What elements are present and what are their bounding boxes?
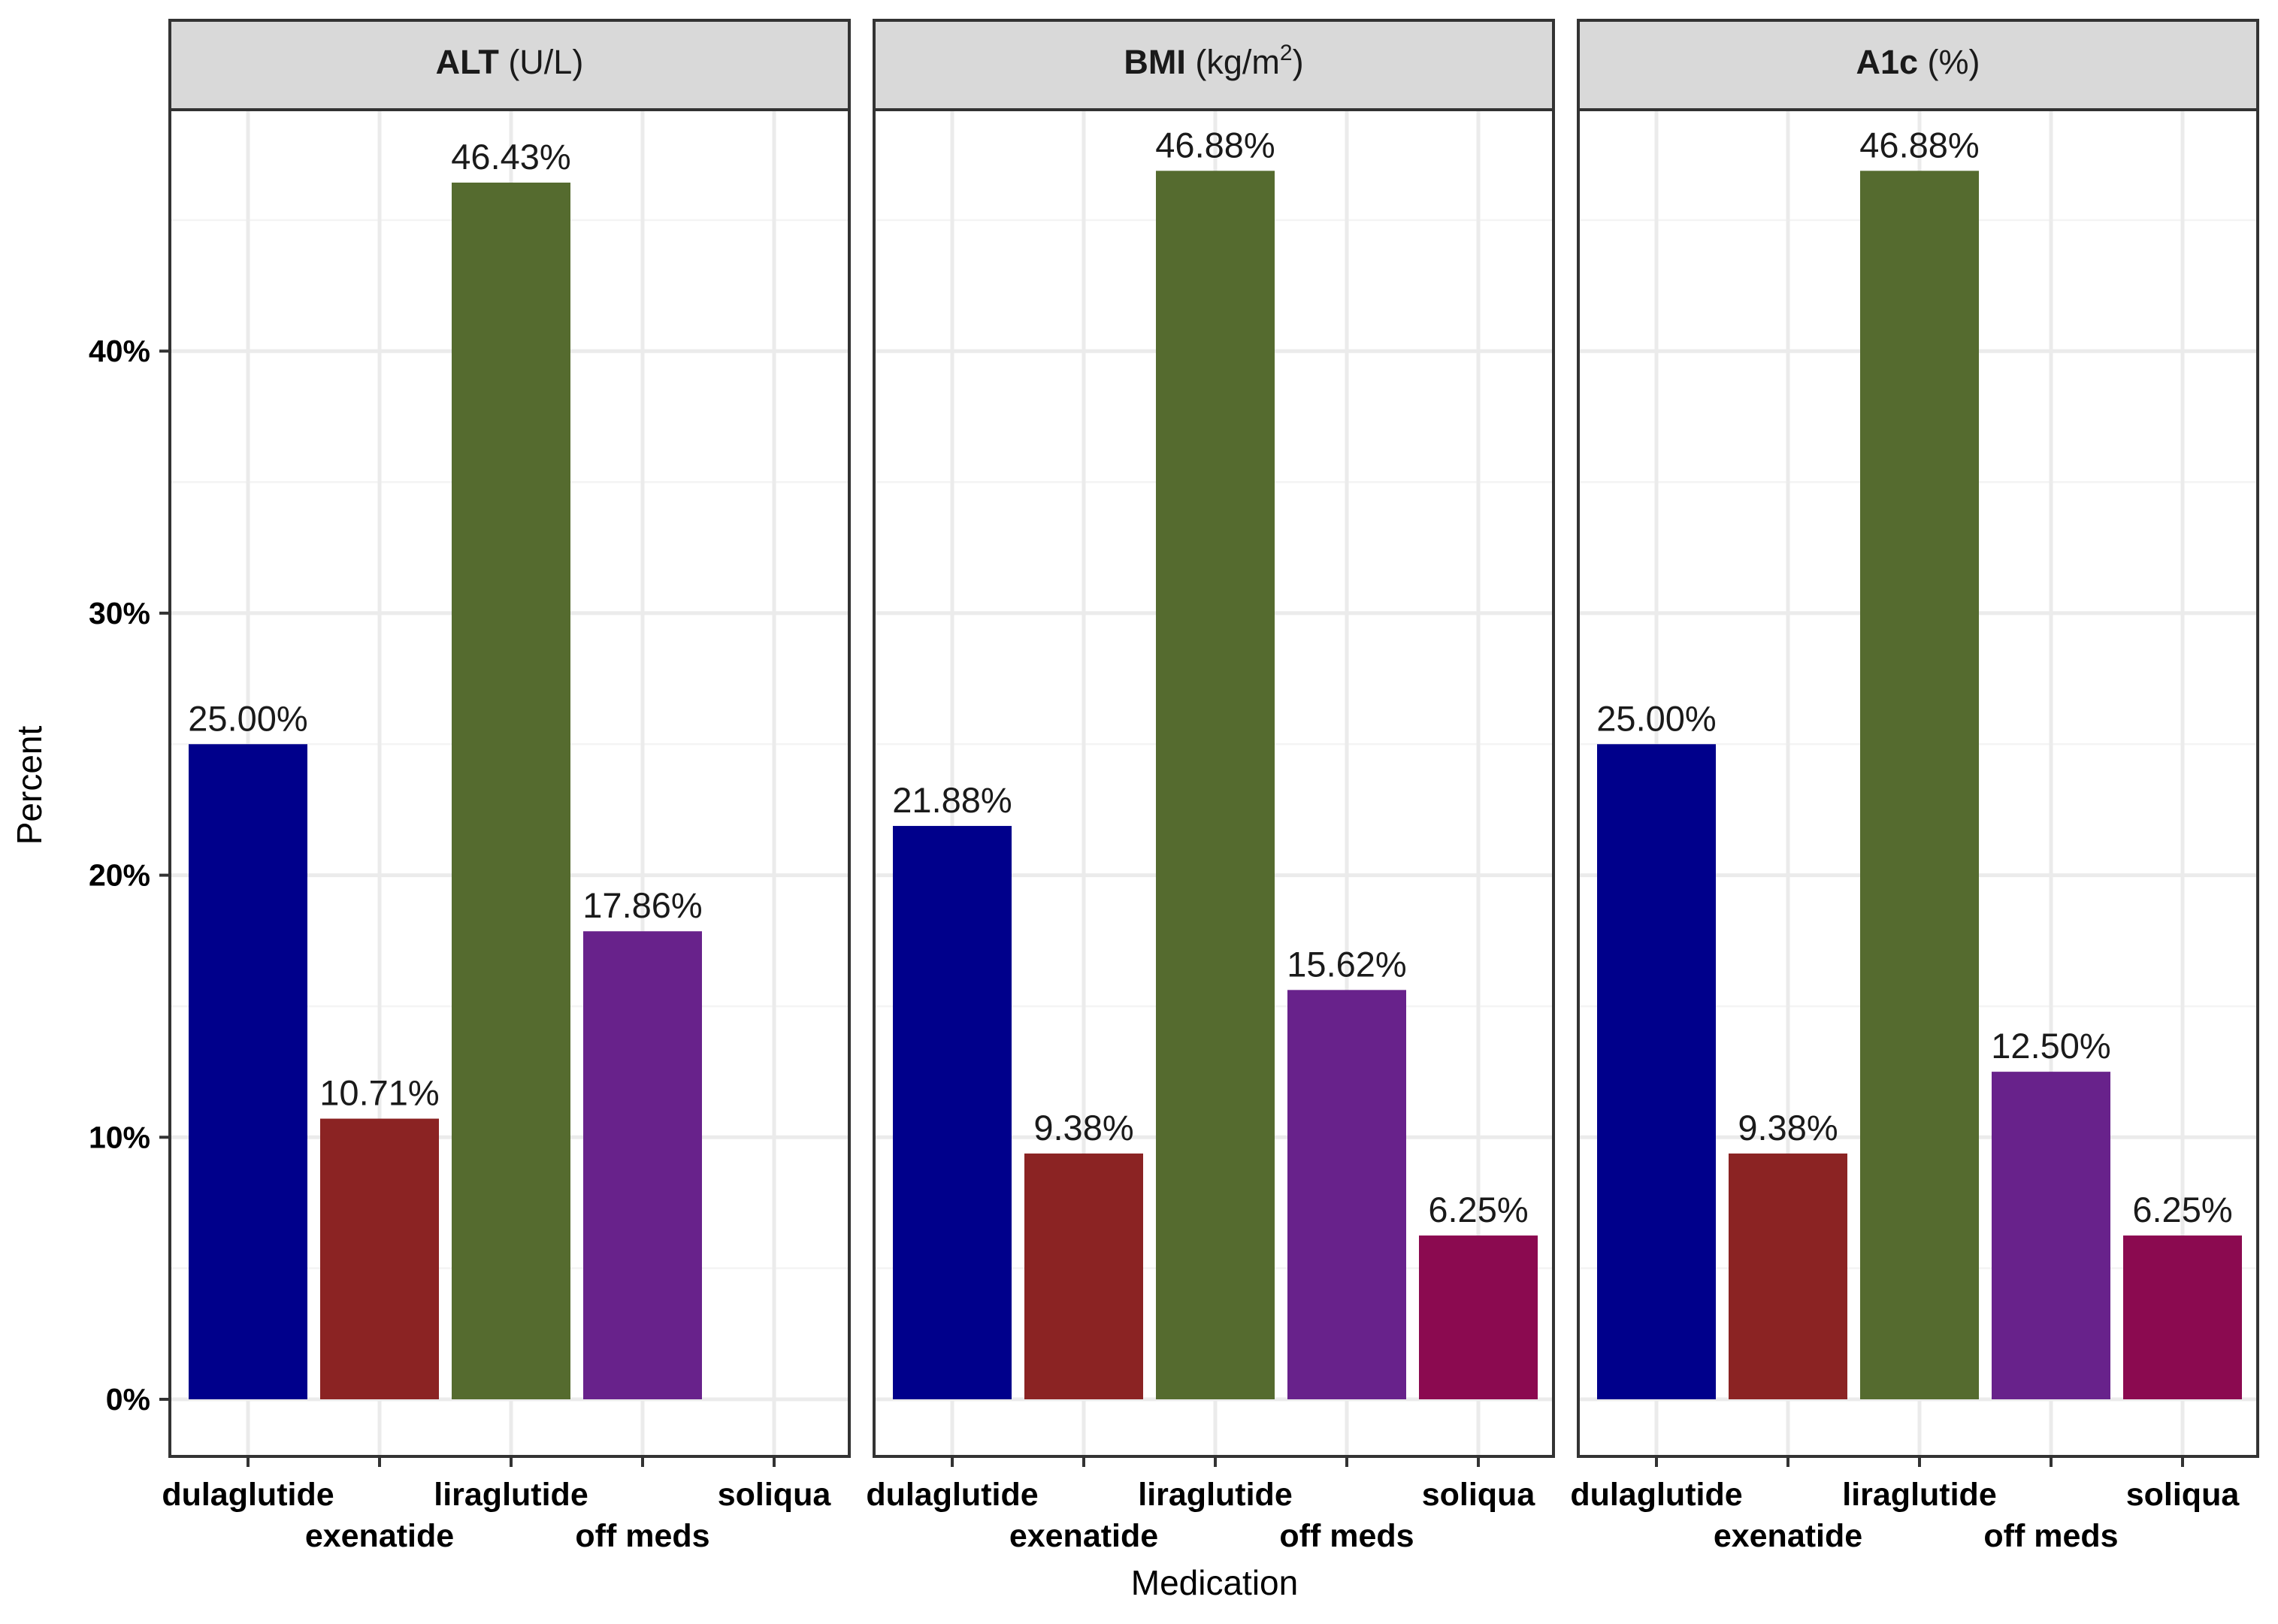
facet-unit: (%): [1918, 43, 1980, 81]
bar-value-label: 25.00%: [1596, 698, 1716, 738]
bar-exenatide: [320, 1118, 439, 1399]
bar-value-label: 9.38%: [1738, 1108, 1838, 1148]
facet-unit-superscript: 2: [1280, 41, 1293, 65]
bar-value-label: 46.88%: [1859, 125, 1979, 165]
bar-off-meds: [1992, 1072, 2110, 1399]
facet-name: BMI: [1124, 43, 1186, 81]
x-tick-label: exenatide: [1009, 1518, 1158, 1554]
facet-strip: [873, 19, 1555, 111]
bar-exenatide: [1024, 1153, 1143, 1399]
x-tick-label: off meds: [1983, 1518, 2118, 1554]
facet-unit: (U/L): [499, 43, 584, 81]
y-tick-label: 10%: [89, 1120, 150, 1154]
bar-dulaglutide: [1597, 744, 1716, 1399]
facet-panel-bmi: BMI (kg/m2) 21.88% 9.38% 46.88% 15.62% 6.25% d…: [866, 19, 1555, 1554]
facet-strip: [1577, 19, 2259, 111]
bar-value-label: 6.25%: [2132, 1190, 2232, 1229]
y-axis-title: Percent: [10, 726, 49, 845]
bar-value-label: 9.38%: [1033, 1108, 1133, 1148]
x-tick-label: liraglutide: [434, 1477, 588, 1513]
facet-unit-close: ): [1293, 43, 1304, 81]
x-tick-label: liraglutide: [1842, 1477, 1996, 1513]
x-tick-label: dulaglutide: [162, 1477, 334, 1513]
bar-value-label: 21.88%: [892, 780, 1012, 820]
bar-value-label: 12.50%: [1991, 1026, 2110, 1066]
x-tick-label: soliqua: [718, 1477, 832, 1513]
bar-value-label: 46.88%: [1155, 125, 1275, 165]
bar-off-meds: [1287, 990, 1406, 1399]
facet-strip-label: BMI (kg/m2): [1124, 41, 1303, 81]
bar-value-label: 46.43%: [451, 137, 570, 177]
facet-name: A1c: [1856, 43, 1918, 81]
bar-soliqua: [1419, 1235, 1538, 1399]
facet-strip: [168, 19, 851, 111]
y-tick-label: 30%: [89, 596, 150, 631]
x-tick-label: off meds: [1279, 1518, 1414, 1554]
y-tick-label: 40%: [89, 334, 150, 368]
x-tick-label: liraglutide: [1138, 1477, 1292, 1513]
bar-value-label: 6.25%: [1428, 1190, 1528, 1229]
bar-value-label: 10.71%: [319, 1073, 439, 1113]
x-tick-label: exenatide: [305, 1518, 454, 1554]
x-tick-label: off meds: [575, 1518, 709, 1554]
facet-panel-a1c: A1c (%) 25.00% 9.38% 46.88% 12.50% 6.25% dulag…: [1570, 19, 2259, 1554]
bar-value-label: 25.00%: [188, 698, 307, 738]
x-axis-title: Medication: [1131, 1563, 1298, 1602]
facet-strip-label: ALT (U/L): [436, 43, 584, 81]
bar-dulaglutide: [893, 826, 1012, 1399]
bar-exenatide: [1729, 1153, 1847, 1399]
x-tick-label: exenatide: [1714, 1518, 1862, 1554]
bar-liraglutide: [1860, 171, 1979, 1399]
panels: ALT (U/L) 25.00% 10.71% 46.43% 17.86% dulaglu…: [162, 19, 2259, 1554]
x-tick-label: dulaglutide: [866, 1477, 1038, 1513]
x-tick-label: soliqua: [1422, 1477, 1536, 1513]
bar-off-meds: [583, 931, 702, 1399]
x-tick-label: dulaglutide: [1570, 1477, 1742, 1513]
x-tick-label: soliqua: [2126, 1477, 2240, 1513]
bar-liraglutide: [1156, 171, 1275, 1399]
y-tick-label: 20%: [89, 858, 150, 893]
bar-value-label: 15.62%: [1287, 944, 1406, 984]
y-axis: 0% 10% 20% 30% 40%: [89, 334, 170, 1417]
bar-value-label: 17.86%: [582, 885, 702, 925]
y-tick-label: 0%: [106, 1382, 150, 1417]
facet-strip-label: A1c (%): [1856, 43, 1980, 81]
bar-liraglutide: [452, 182, 570, 1400]
bar-soliqua: [2123, 1235, 2242, 1399]
bar-dulaglutide: [189, 744, 307, 1399]
facet-name: ALT: [436, 43, 499, 81]
facet-unit: (kg/m: [1186, 43, 1280, 81]
facet-panel-alt: ALT (U/L) 25.00% 10.71% 46.43% 17.86% dulaglu…: [162, 19, 851, 1554]
